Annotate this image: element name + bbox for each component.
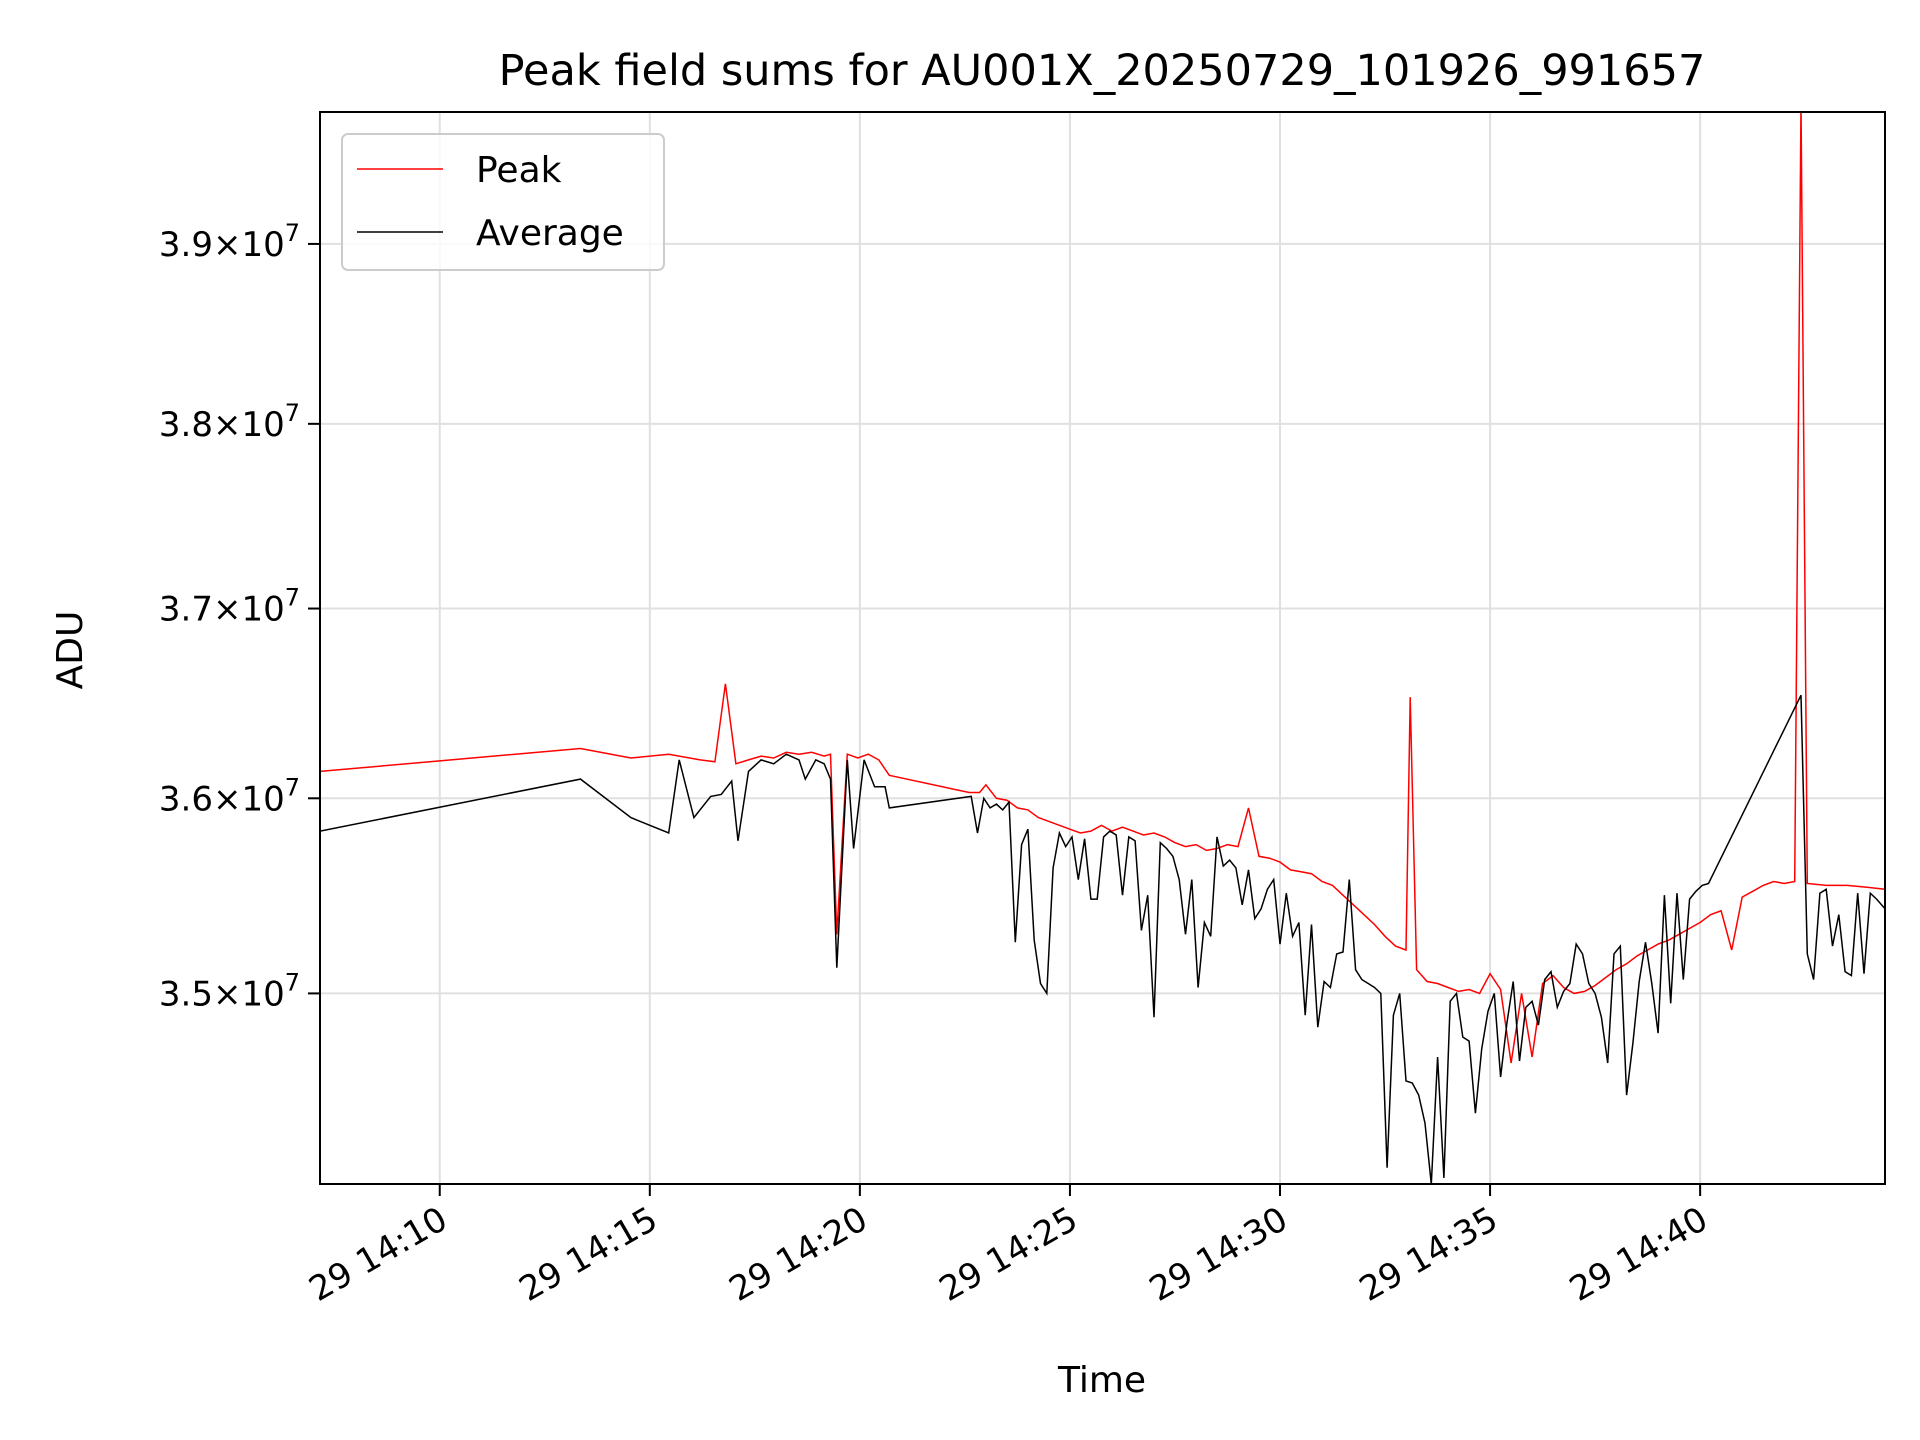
y-axis-label: ADU [50,611,91,690]
legend-label-average: Average [476,213,624,254]
plot-frame [319,111,1886,1185]
x-axis-label: Time [1057,1360,1146,1401]
chart-title: Peak field sums for AU001X_20250729_1019… [499,46,1706,96]
y-tick-label: 3.6×107 [159,773,300,819]
series-line-average [320,694,1885,1184]
legend-label-peak: Peak [476,150,562,191]
y-tick-label: 3.9×107 [159,219,300,265]
y-tick-label: 3.5×107 [159,968,300,1014]
series-line-peak [320,112,1885,1064]
y-tick-label: 3.7×107 [159,584,300,630]
y-tick-label: 3.8×107 [159,399,300,445]
legend-box [341,133,665,271]
legend: Peak Average [341,133,665,271]
series-layer [320,112,1885,1184]
y-axis: 3.5×107 3.6×107 3.7×107 3.8×107 3.9×107 [159,219,320,1014]
